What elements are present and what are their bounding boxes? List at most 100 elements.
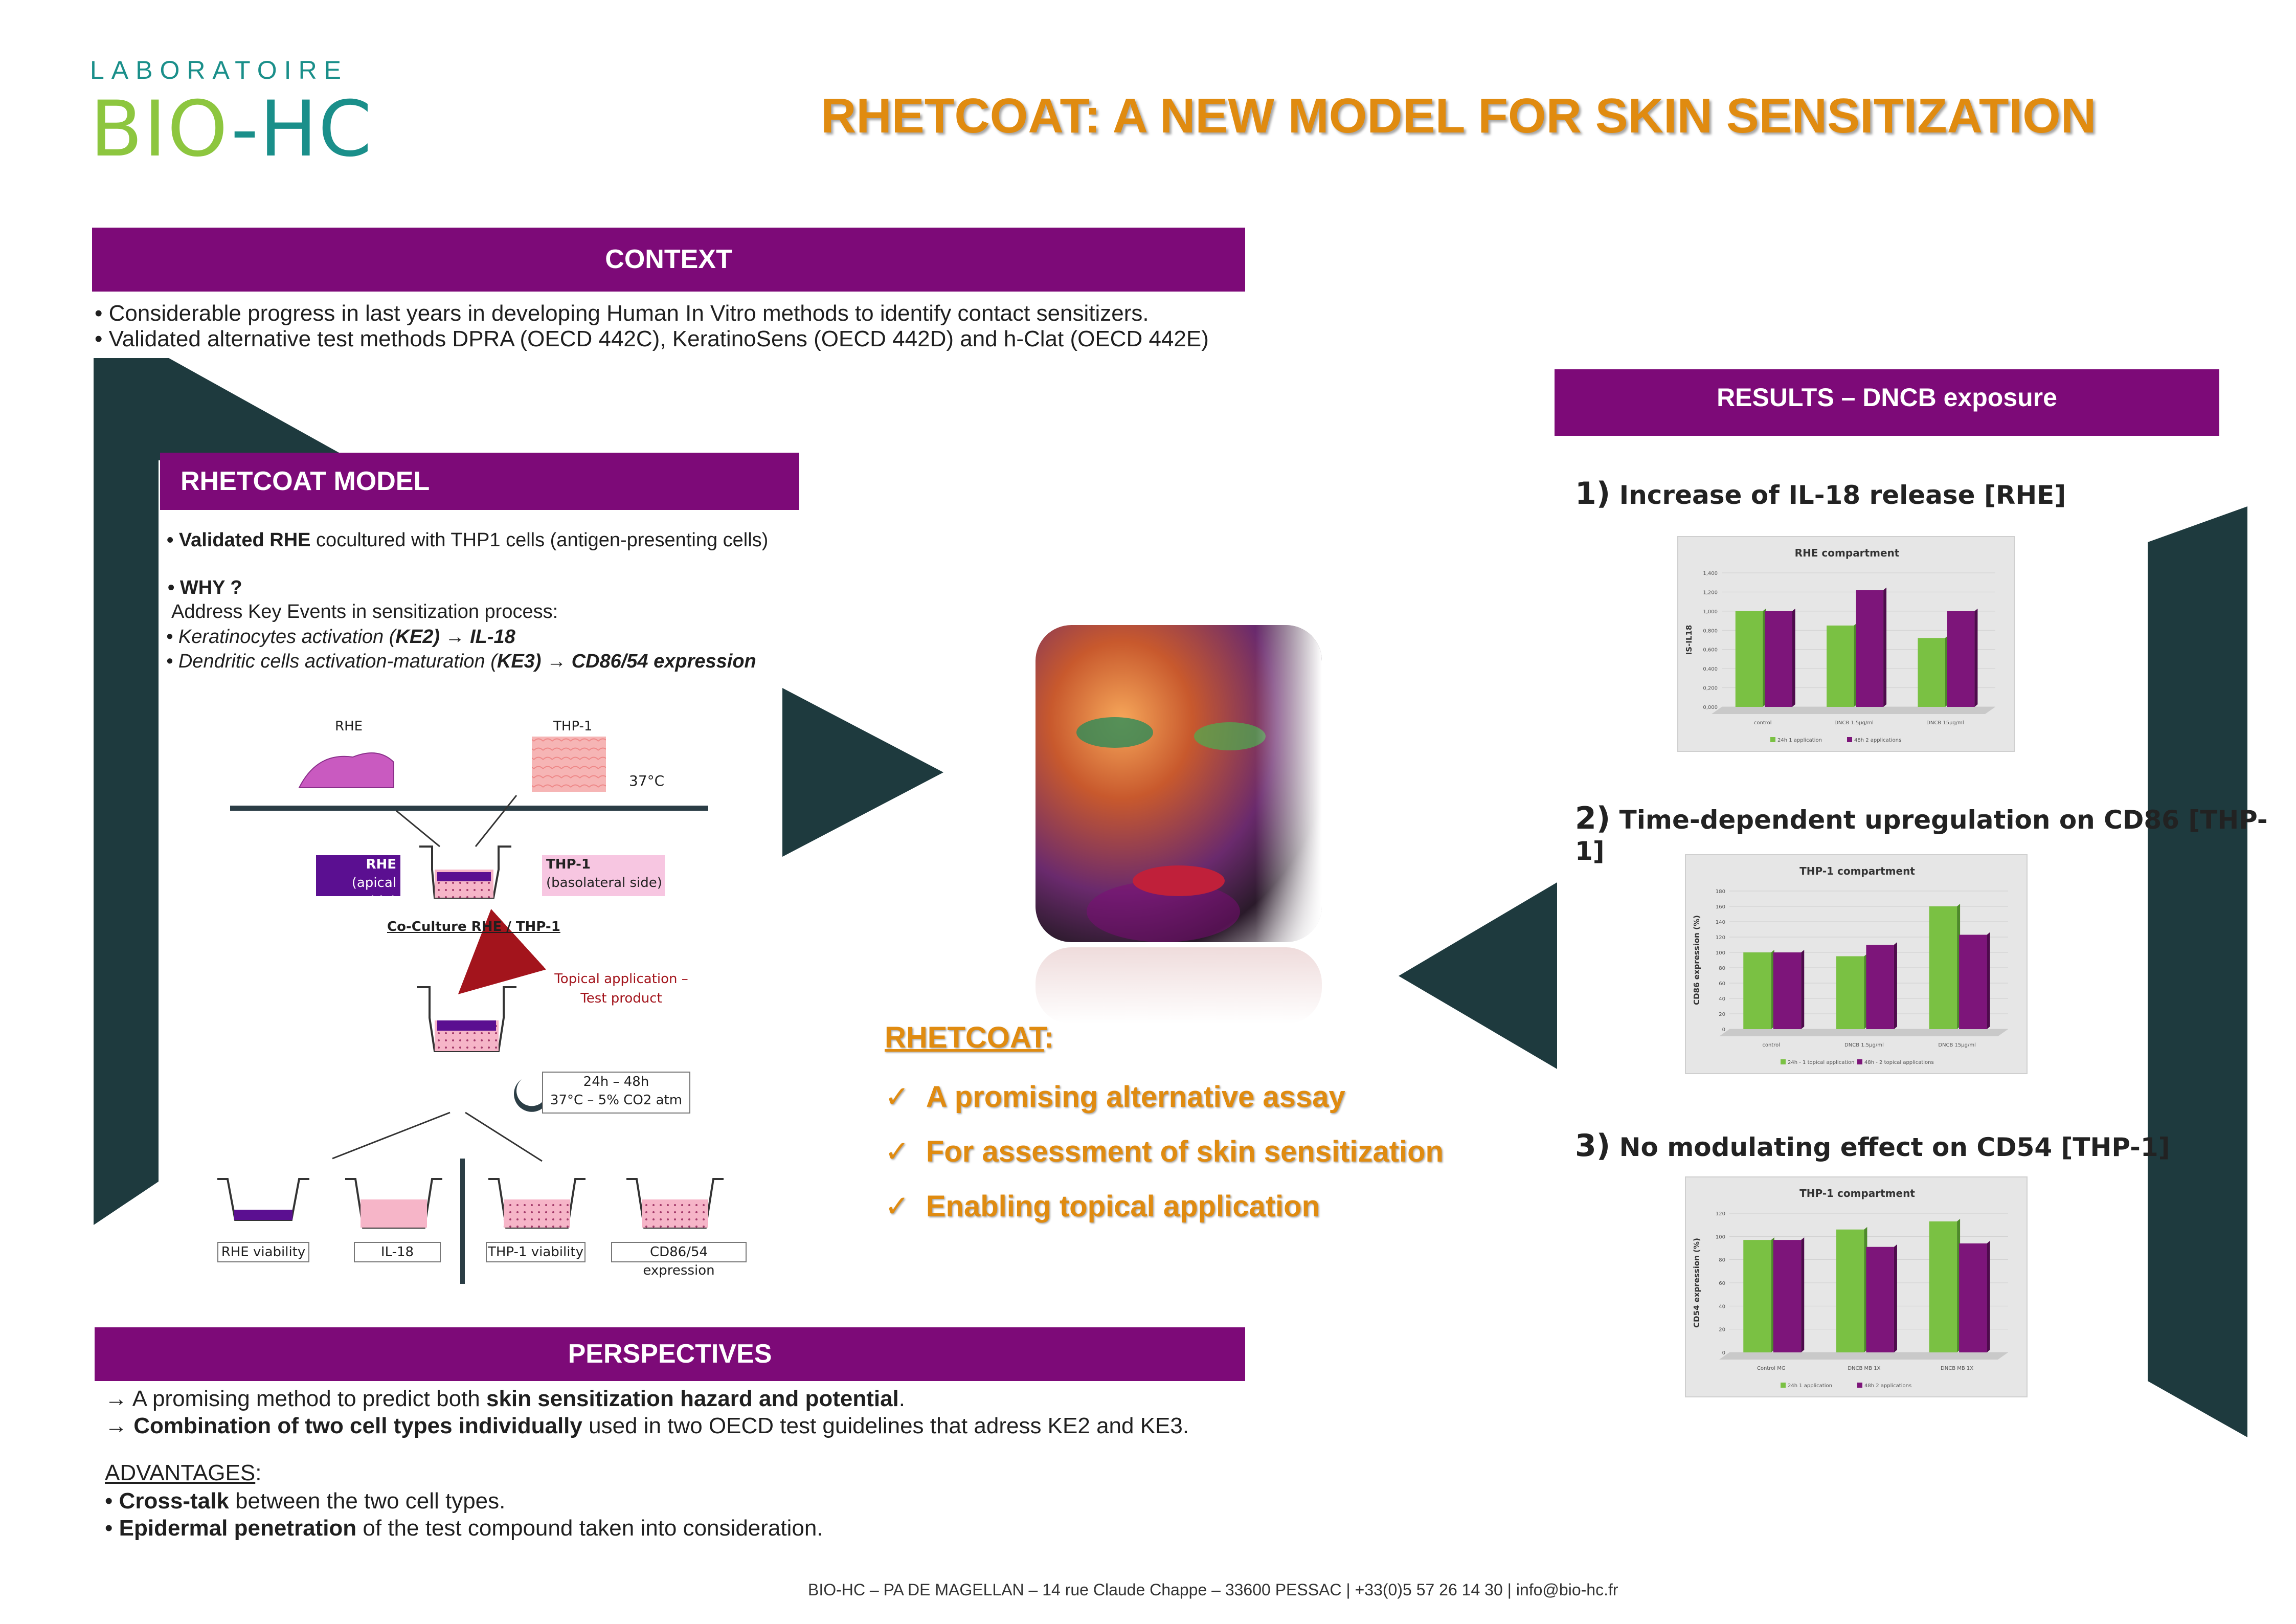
bar-24h: [1743, 952, 1771, 1029]
bar-side: [1801, 950, 1805, 1029]
chart-floor: [1719, 1352, 2008, 1360]
advantage-2-bold: Epidermal penetration: [119, 1516, 357, 1541]
advantage-1-rest: between the two cell types.: [229, 1488, 506, 1514]
y-tick-label: 100: [1716, 1234, 1725, 1240]
perspectives-line-2-post: used in two OECD test guidelines that ad…: [582, 1413, 1189, 1438]
y-tick-label: 1,200: [1703, 590, 1718, 595]
result-1-text: Increase of IL-18 release [RHE]: [1619, 480, 2066, 510]
diagram-label-temp: 37°C: [629, 772, 665, 789]
x-tick-label: DNCB 1.5µg/ml: [1844, 1042, 1884, 1048]
well-cd86-54: [626, 1178, 724, 1229]
y-tick-label: 100: [1716, 950, 1725, 956]
bar-48h: [1959, 935, 1987, 1029]
context-line-1: • Considerable progress in last years in…: [95, 301, 1149, 326]
thp1-basolateral-box: THP-1 (basolateral side): [542, 855, 665, 896]
well-rhe-viability: [217, 1178, 309, 1221]
diagram-label-rhe: RHE: [335, 719, 363, 734]
y-tick-label: 40: [1719, 1304, 1725, 1309]
center-heading: RHETCOAT:: [885, 1020, 1054, 1055]
bar-24h: [1836, 1229, 1864, 1352]
y-tick-label: 0: [1722, 1027, 1725, 1033]
perspectives-line-1-pre: → A promising method to predict both: [105, 1386, 486, 1411]
result-1-num: 1): [1575, 476, 1611, 511]
diagram-label-thp1: THP-1: [553, 719, 593, 734]
rhe-apical-sub: (apical side): [351, 875, 396, 909]
perspectives-line-1: → A promising method to predict both ski…: [105, 1386, 905, 1412]
model-validated-bold: • Validated RHE: [167, 529, 311, 551]
rhe-apical-title: RHE: [366, 857, 396, 872]
center-point-1: ✓ A promising alternative assay: [885, 1079, 1345, 1114]
model-header-label: RHETCOAT MODEL: [181, 466, 430, 496]
incubation-line-2: 37°C – 5% CO2 atm: [550, 1093, 683, 1108]
logo: BIO-HC: [90, 85, 373, 174]
bar-24h: [1929, 1221, 1957, 1352]
bar-24h: [1918, 638, 1945, 707]
bar-48h: [1866, 1247, 1894, 1352]
center-point-3-text: Enabling topical application: [926, 1190, 1320, 1223]
chart-floor: [1712, 707, 1995, 714]
bar-24h: [1929, 906, 1957, 1029]
protocol-diagram: [217, 737, 724, 1284]
bar-side: [1987, 932, 1990, 1029]
model-ke2: • Keratinocytes activation (KE2) → IL-18: [166, 626, 515, 648]
center-heading-text: RHETCOAT: [885, 1021, 1044, 1054]
chart-title: THP-1 compartment: [1799, 865, 1915, 877]
result-3-num: 3): [1575, 1128, 1611, 1164]
bar-24h: [1827, 625, 1854, 707]
center-point-3: ✓ Enabling topical application: [885, 1189, 1320, 1223]
advantage-1-bold: Cross-talk: [119, 1488, 229, 1514]
moon-icon: [514, 1079, 550, 1112]
advantage-1-bullet: •: [105, 1488, 119, 1514]
y-tick-label: 0,200: [1703, 686, 1718, 692]
bar-24h: [1735, 611, 1763, 707]
result-2-num: 2): [1575, 800, 1611, 836]
outcome-il18: IL-18: [354, 1242, 441, 1262]
perspectives-line-1-post: .: [898, 1386, 906, 1411]
model-header: RHETCOAT MODEL: [160, 453, 799, 510]
check-icon: ✓: [885, 1189, 910, 1223]
thp1-cells-image: [532, 737, 606, 792]
model-address: Address Key Events in sensitization proc…: [171, 601, 558, 622]
legend-swatch: [1770, 737, 1775, 742]
model-why: • WHY ?: [168, 577, 242, 598]
y-tick-label: 120: [1716, 1211, 1725, 1217]
perspectives-header: PERSPECTIVES: [95, 1327, 1245, 1381]
results-header-label: RESULTS – DNCB exposure: [1717, 383, 2057, 412]
y-tick-label: 0,400: [1703, 666, 1718, 672]
chart-ylabel: CD86 expression (%): [1692, 915, 1701, 1005]
legend-swatch: [1847, 737, 1852, 742]
advantages-label: ADVANTAGES: [105, 1460, 256, 1485]
y-tick-label: 20: [1719, 1327, 1725, 1333]
x-tick-label: DNCB MB 1X: [1941, 1366, 1973, 1371]
bar-side: [1987, 1240, 1990, 1352]
x-tick-label: DNCB 15µg/ml: [1926, 720, 1964, 726]
model-ke3: • Dendritic cells activation-maturation …: [166, 651, 756, 673]
chart-il18: RHE compartment IS-IL18 0,000 0,200 0,400 0,6…: [1677, 536, 2015, 752]
bar-48h: [1856, 590, 1884, 707]
bar-side: [1792, 608, 1795, 707]
thp1-basolateral-title: THP-1: [546, 857, 591, 872]
outcome-thp1-viability: THP-1 viability: [486, 1242, 586, 1262]
y-tick-label: 80: [1719, 1258, 1725, 1263]
perspectives-line-1-bold: skin sensitization hazard and potential: [486, 1386, 899, 1411]
legend-label: 24h 1 application: [1777, 738, 1822, 743]
x-tick-label: DNCB 15µg/ml: [1938, 1042, 1976, 1048]
bar-24h: [1743, 1240, 1771, 1352]
legend-swatch: [1857, 1383, 1862, 1388]
result-3-text: No modulating effect on CD54 [THP-1]: [1619, 1132, 2170, 1162]
result-2: 2) Time-dependent upregulation on CD86 […: [1575, 800, 2296, 866]
topical-label-2: Test product: [580, 991, 662, 1006]
face-illustration: [1036, 625, 1322, 942]
x-tick-label: control: [1762, 1042, 1780, 1048]
y-tick-label: 180: [1716, 889, 1725, 895]
y-tick-label: 60: [1719, 1281, 1725, 1286]
center-point-2-text: For assessment of skin sensitization: [926, 1135, 1444, 1168]
y-tick-label: 40: [1719, 996, 1725, 1002]
rhe-apical-box: RHE (apical side): [316, 855, 400, 909]
perspectives-line-2-bold: Combination of two cell types individual…: [133, 1413, 582, 1438]
perspectives-header-label: PERSPECTIVES: [568, 1339, 772, 1369]
y-tick-label: 80: [1719, 966, 1725, 971]
topical-label: Topical application – Test product: [552, 969, 690, 1008]
y-tick-label: 1,400: [1703, 571, 1718, 576]
